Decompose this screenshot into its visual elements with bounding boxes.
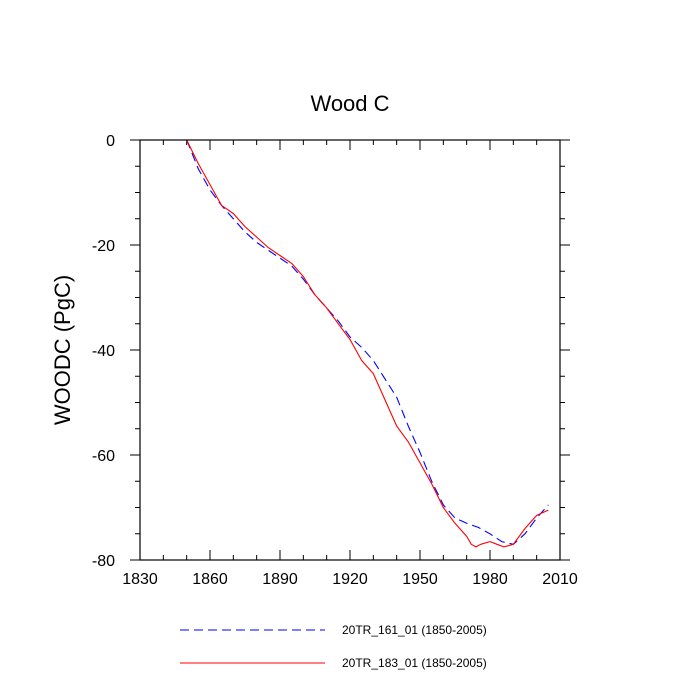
legend-label-2: 20TR_183_01 (1850-2005) [342,656,487,670]
axis-ticks: 1830 1860 1890 1920 1950 1980 2010 0 -20 -40 -60 -8… [92,133,578,588]
legend: 20TR_161_01 (1850-2005) 20TR_183_01 (1850… [180,623,487,670]
y-axis-label: WOODC (PgC) [50,275,75,425]
y-tick-label: -40 [92,343,115,360]
y-tick-label: 0 [106,133,115,150]
series-lines [186,139,549,548]
legend-label-1: 20TR_161_01 (1850-2005) [342,623,487,637]
y-tick-label: -20 [92,238,115,255]
x-tick-label: 2010 [542,571,578,588]
x-tick-label: 1950 [402,571,438,588]
chart-title: Wood C [310,91,389,116]
y-tick-label: -60 [92,448,115,465]
series-line-1 [186,139,549,545]
x-tick-label: 1920 [332,571,368,588]
x-tick-label: 1830 [122,571,158,588]
y-tick-label: -80 [92,553,115,570]
x-tick-label: 1860 [192,571,228,588]
x-tick-label: 1890 [262,571,298,588]
plot-frame [139,139,561,561]
x-tick-label: 1980 [472,571,508,588]
series-line-2 [186,139,549,548]
